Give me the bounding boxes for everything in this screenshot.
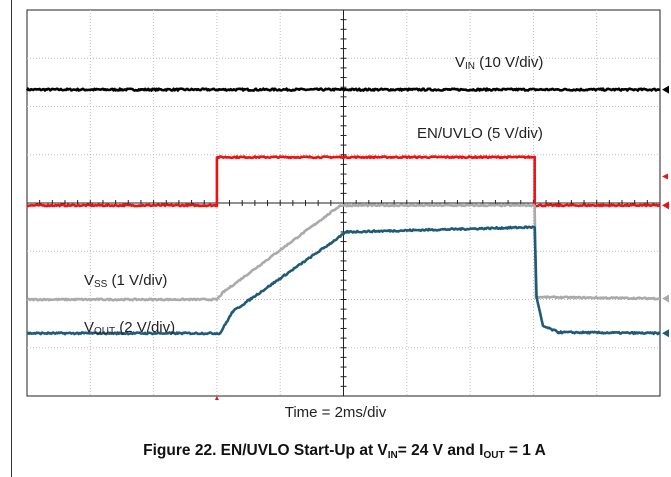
channel-marker-en: [662, 201, 669, 210]
channel-markers: [214, 85, 669, 400]
channel-marker-vss: [662, 294, 669, 303]
channel-marker-vout: [662, 329, 669, 338]
scope-traces: [25, 87, 661, 336]
trace-vout: [26, 225, 661, 336]
trace-vin: [25, 87, 661, 92]
oscilloscope-plot: [25, 9, 669, 400]
trigger-position-marker: [214, 396, 219, 400]
figure-caption: Figure 22. EN/UVLO Start-Up at VIN= 24 V…: [143, 442, 546, 461]
vin-trace-label: VIN (10 V/div): [455, 54, 544, 72]
en-uvlo-trace-label: EN/UVLO (5 V/div): [417, 125, 543, 142]
trigger-level-marker: [662, 173, 668, 180]
time-scale-label: Time = 2ms/div: [284, 404, 387, 421]
vss-trace-label: VSS (1 V/div): [84, 272, 168, 290]
trace-vss: [26, 203, 661, 302]
channel-marker-vin: [662, 85, 669, 94]
vout-trace-label: VOUT (2 V/div): [84, 319, 176, 337]
left-border-line: [11, 0, 12, 477]
trace-en: [26, 155, 661, 208]
